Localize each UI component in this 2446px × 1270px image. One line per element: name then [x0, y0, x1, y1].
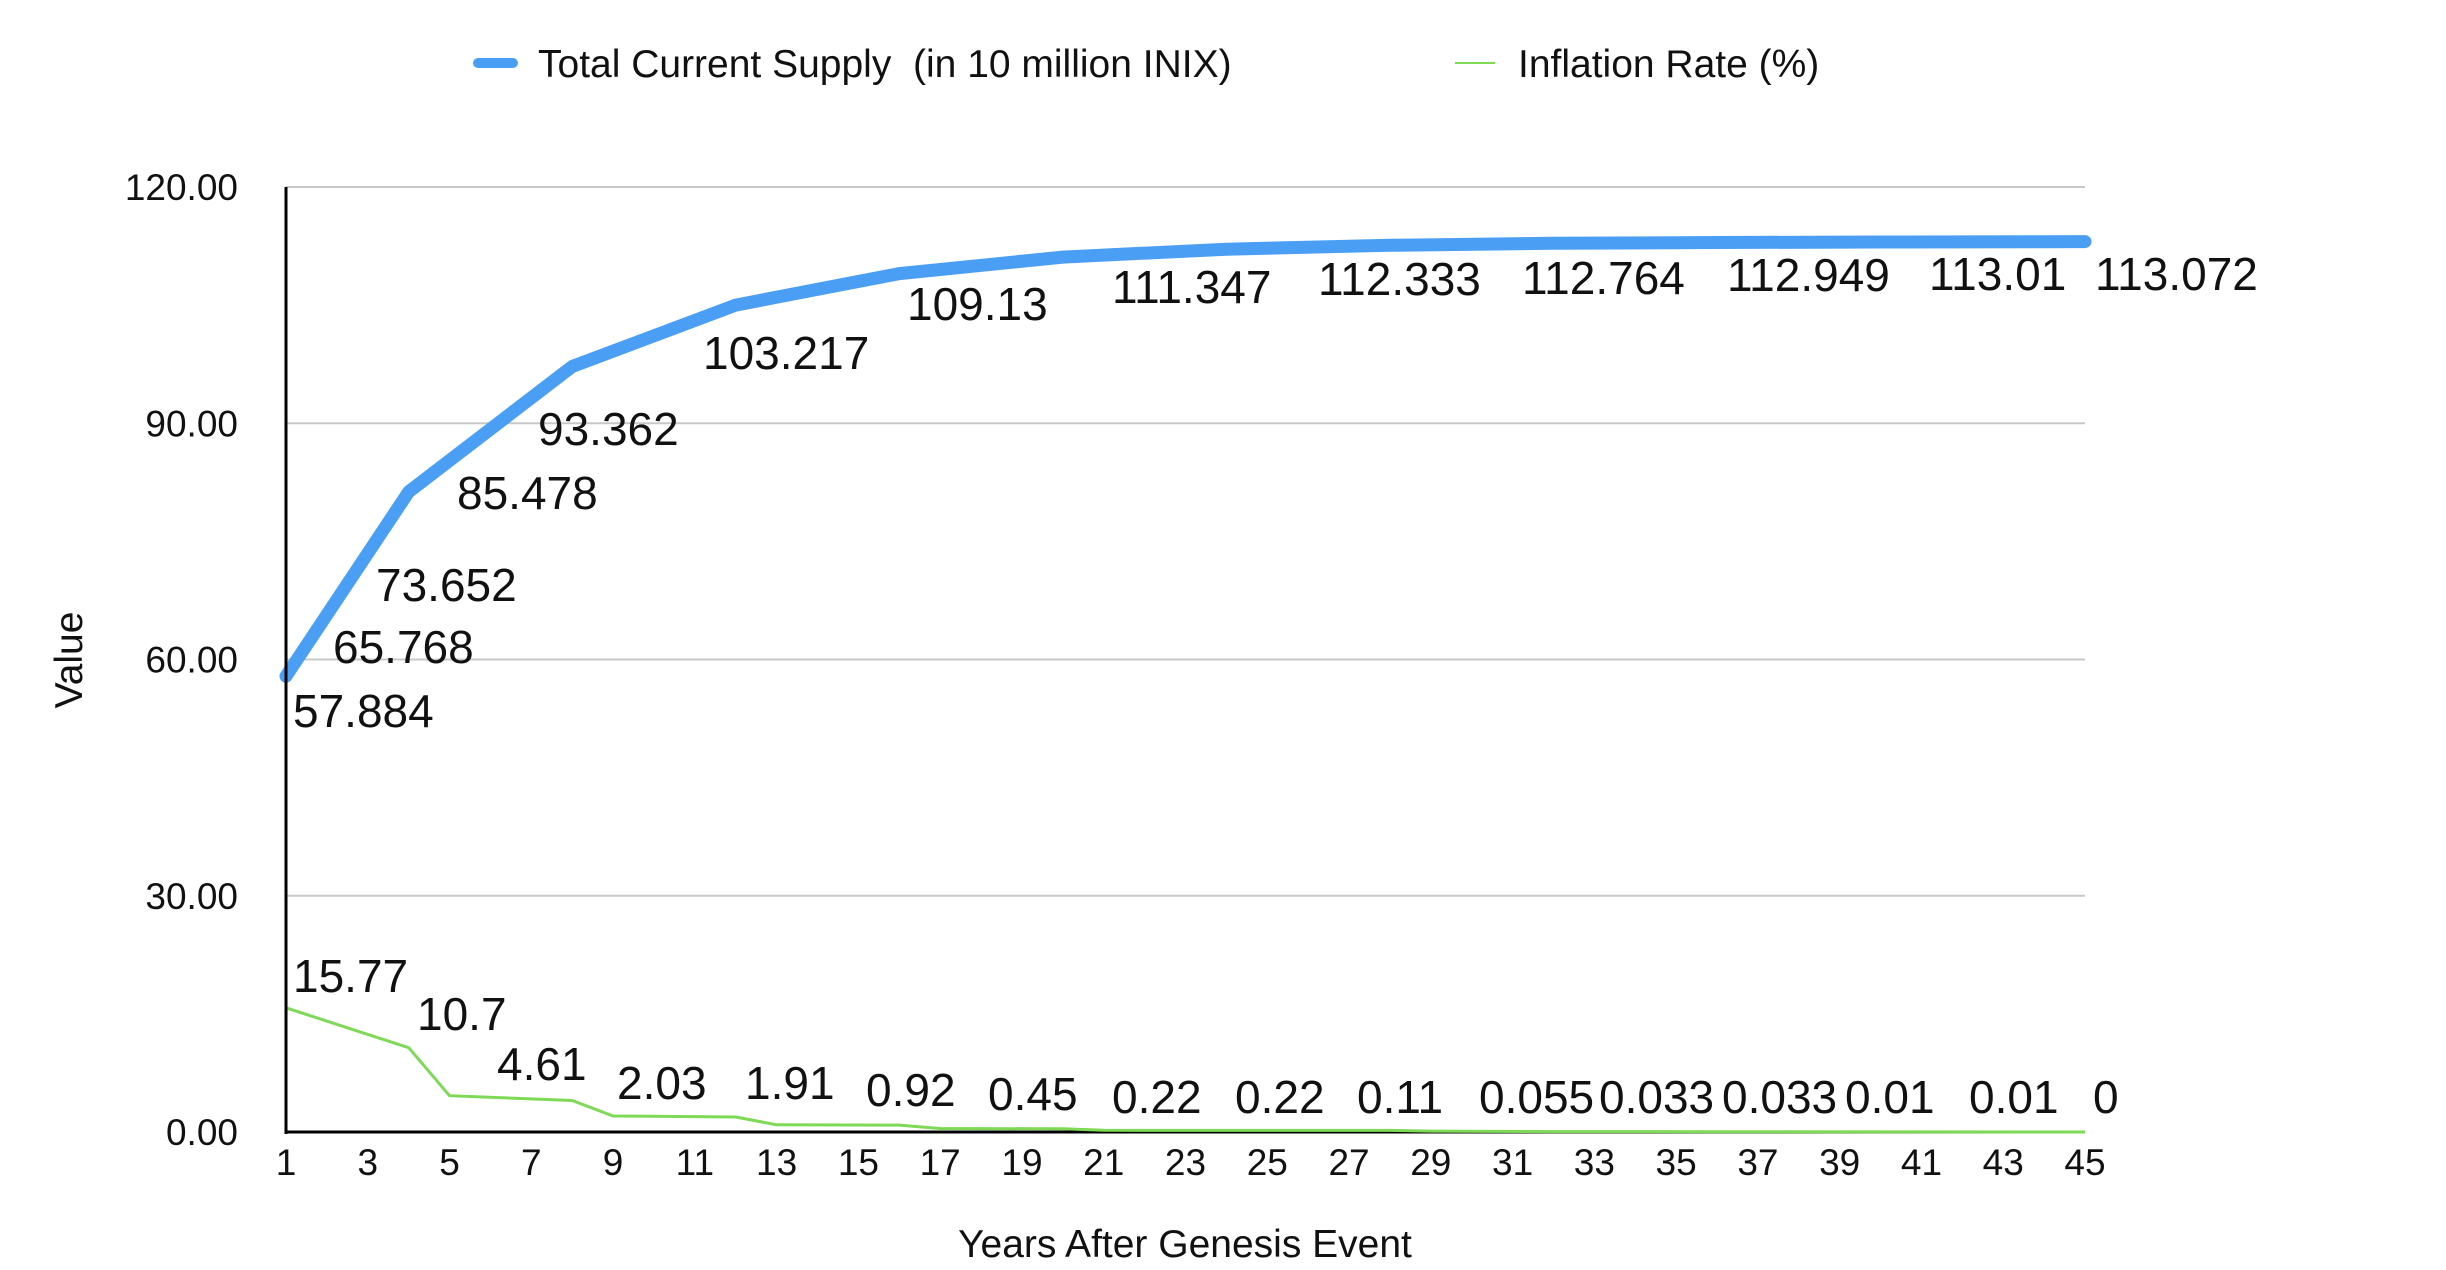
legend-label-supply: Total Current Supply (in 10 million INIX…: [538, 43, 1232, 86]
data-label-s1-15: 0: [2093, 1071, 2119, 1123]
x-tick-label-11: 23: [1165, 1142, 1206, 1183]
series-line-1: [285, 1006, 2086, 1134]
data-label-s0-5: 103.217: [703, 327, 869, 379]
data-label-s1-4: 1.91: [745, 1057, 835, 1109]
x-tick-label-8: 17: [920, 1142, 961, 1183]
x-tick-label-3: 7: [521, 1142, 542, 1183]
x-tick-label-0: 1: [276, 1142, 297, 1183]
x-tick-label-1: 3: [357, 1142, 378, 1183]
x-tick-label-18: 37: [1737, 1142, 1778, 1183]
data-label-s0-11: 113.01: [1929, 248, 2066, 300]
data-label-s0-2: 73.652: [376, 559, 517, 611]
data-label-s1-5: 0.92: [866, 1064, 956, 1116]
x-tick-label-17: 35: [1656, 1142, 1697, 1183]
x-tick-label-4: 9: [603, 1142, 624, 1183]
legend-label-inflation: Inflation Rate (%): [1518, 43, 1819, 86]
y-tick-label-2: 60.00: [145, 640, 238, 681]
x-tick-label-19: 39: [1819, 1142, 1860, 1183]
x-tick-label-9: 19: [1001, 1142, 1042, 1183]
x-tick-label-16: 33: [1574, 1142, 1615, 1183]
y-tick-label-4: 120.00: [125, 167, 238, 208]
gridlines: [286, 186, 2085, 1134]
series-lines: [279, 235, 2092, 1134]
y-axis-title: Value: [48, 612, 91, 709]
y-tick-label-3: 90.00: [145, 403, 238, 444]
data-label-s0-1: 65.768: [333, 621, 474, 673]
x-tick-label-21: 43: [1983, 1142, 2024, 1183]
data-label-s1-13: 0.01: [1845, 1071, 1935, 1123]
data-label-s1-7: 0.22: [1112, 1071, 1202, 1123]
data-label-s0-0: 57.884: [293, 685, 434, 737]
data-labels: 57.884 65.768 73.652 85.478 93.362 103.217 109…: [293, 248, 2258, 1123]
data-label-s1-14: 0.01: [1969, 1071, 2059, 1123]
data-label-s1-8: 0.22: [1235, 1071, 1325, 1123]
data-label-s1-2: 4.61: [497, 1038, 587, 1090]
x-tick-label-5: 11: [676, 1142, 714, 1183]
data-label-s0-6: 109.13: [907, 278, 1048, 330]
x-tick-label-12: 25: [1247, 1142, 1288, 1183]
y-tick-label-1: 30.00: [145, 876, 238, 917]
data-label-s1-6: 0.45: [988, 1068, 1078, 1120]
y-tick-label-0: 0.00: [166, 1112, 238, 1153]
x-tick-label-22: 45: [2064, 1142, 2105, 1183]
data-label-s0-3: 85.478: [457, 467, 598, 519]
data-label-s1-10: 0.055: [1479, 1071, 1594, 1123]
data-label-s0-7: 111.347: [1112, 261, 1271, 313]
x-tick-label-15: 31: [1492, 1142, 1533, 1183]
data-label-s1-0: 15.77: [293, 950, 408, 1002]
y-axis-ticks: 0.00 30.00 60.00 90.00 120.00: [125, 167, 238, 1153]
x-tick-label-6: 13: [756, 1142, 797, 1183]
x-axis-ticks: 1 3 5 7 9 11 13 15 17 19 21 23 25 27 29 31 33 35 37 39 41 43 4…: [276, 1142, 2106, 1183]
data-label-s1-9: 0.11: [1357, 1071, 1443, 1123]
data-label-s1-11: 0.033: [1599, 1071, 1714, 1123]
data-label-s0-8: 112.333: [1318, 253, 1481, 305]
data-label-s0-12: 113.072: [2095, 248, 2258, 300]
x-tick-label-20: 41: [1901, 1142, 1942, 1183]
x-axis-title: Years After Genesis Event: [958, 1223, 1412, 1266]
legend: Total Current Supply (in 10 million INIX…: [473, 43, 1819, 86]
x-tick-label-10: 21: [1083, 1142, 1124, 1183]
data-label-s0-4: 93.362: [538, 403, 679, 455]
data-label-s1-1: 10.7: [417, 988, 507, 1040]
x-tick-label-13: 27: [1328, 1142, 1369, 1183]
data-label-s0-9: 112.764: [1522, 252, 1685, 304]
data-label-s1-3: 2.03: [617, 1057, 707, 1109]
x-tick-label-2: 5: [439, 1142, 460, 1183]
x-tick-label-14: 29: [1410, 1142, 1451, 1183]
series-line-0: [279, 235, 2092, 683]
data-label-s0-10: 112.949: [1727, 249, 1890, 301]
x-tick-label-7: 15: [838, 1142, 879, 1183]
data-label-s1-12: 0.033: [1722, 1071, 1837, 1123]
